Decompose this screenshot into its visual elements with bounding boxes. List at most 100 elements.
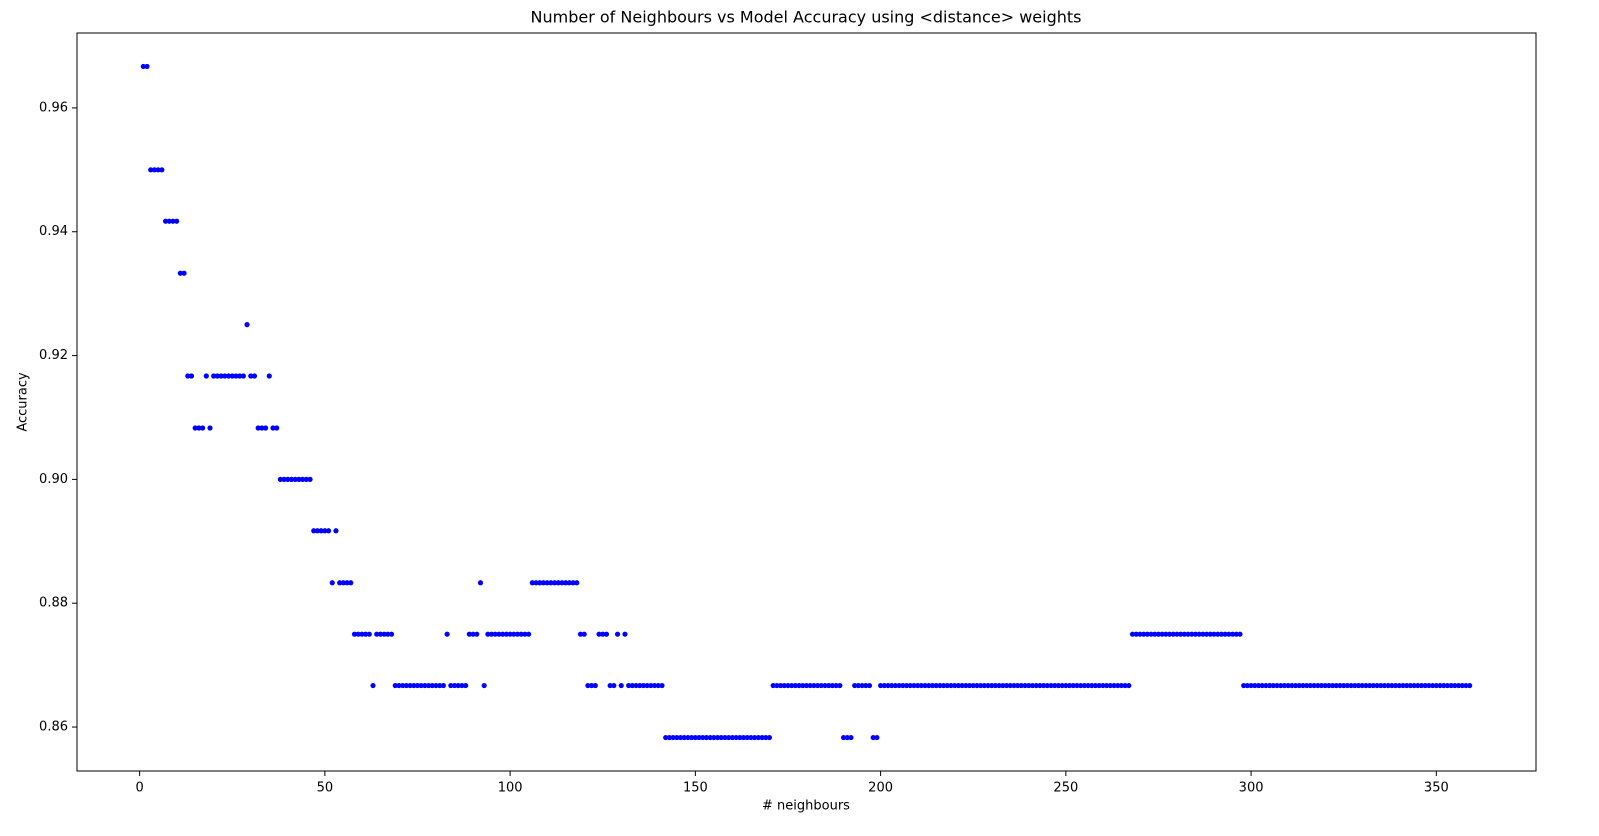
- point: [1118, 682, 1125, 689]
- point: [1148, 631, 1154, 637]
- point: [829, 682, 836, 689]
- point: [1000, 682, 1006, 689]
- point: [1296, 682, 1302, 689]
- x-tick-label: 200: [868, 781, 893, 796]
- point: [1396, 682, 1402, 689]
- point: [1367, 682, 1373, 689]
- point: [1192, 631, 1199, 637]
- point: [1252, 682, 1258, 689]
- point: [729, 734, 736, 741]
- point: [703, 734, 710, 741]
- point: [140, 63, 146, 70]
- point: [889, 682, 895, 689]
- point: [840, 734, 847, 741]
- point: [240, 373, 246, 379]
- point: [1422, 682, 1428, 689]
- point: [544, 580, 550, 586]
- point: [1441, 682, 1447, 689]
- point: [1166, 631, 1173, 637]
- point: [740, 734, 747, 741]
- point: [681, 734, 687, 741]
- point: [803, 682, 810, 689]
- point: [214, 373, 221, 379]
- point: [1381, 682, 1388, 689]
- point: [1433, 682, 1439, 689]
- point: [815, 682, 821, 689]
- point: [663, 734, 669, 741]
- point: [863, 682, 869, 689]
- point: [1459, 682, 1465, 689]
- point: [348, 580, 354, 586]
- point: [1107, 682, 1113, 689]
- point: [881, 682, 887, 689]
- point: [777, 682, 784, 689]
- point: [1274, 682, 1280, 689]
- point: [711, 734, 717, 741]
- point: [262, 425, 269, 431]
- point: [1326, 682, 1332, 689]
- point: [959, 682, 965, 689]
- plot-frame: [76, 32, 1537, 772]
- point: [418, 682, 424, 689]
- y-tick-label: 0.86: [39, 720, 68, 735]
- point: [1155, 631, 1162, 637]
- point: [144, 63, 150, 70]
- point: [1052, 682, 1058, 689]
- point: [874, 734, 880, 741]
- point: [733, 734, 739, 741]
- point: [1389, 682, 1395, 689]
- point: [148, 167, 154, 173]
- point: [744, 734, 750, 741]
- point: [162, 218, 169, 224]
- point: [244, 322, 250, 328]
- point: [1207, 631, 1213, 637]
- point: [1033, 682, 1039, 689]
- point: [529, 580, 535, 586]
- point: [266, 373, 272, 379]
- point: [674, 734, 680, 741]
- point: [411, 682, 417, 689]
- point: [1029, 682, 1036, 689]
- point: [1122, 682, 1128, 689]
- point: [1003, 682, 1010, 689]
- point: [807, 682, 813, 689]
- point: [248, 373, 254, 379]
- point: [1037, 682, 1043, 689]
- point: [1055, 682, 1062, 689]
- point: [1411, 682, 1417, 689]
- point: [1048, 682, 1054, 689]
- point: [481, 682, 487, 689]
- point: [1044, 682, 1050, 689]
- point: [1452, 682, 1458, 689]
- point: [655, 682, 661, 689]
- point: [1352, 682, 1358, 689]
- point: [1085, 682, 1091, 689]
- point: [1300, 682, 1306, 689]
- point: [1437, 682, 1443, 689]
- point: [1285, 682, 1291, 689]
- point: [1026, 682, 1032, 689]
- point: [992, 682, 999, 689]
- point: [1233, 631, 1239, 637]
- point: [363, 631, 369, 637]
- point: [1418, 682, 1425, 689]
- point: [1041, 682, 1047, 689]
- point: [237, 373, 243, 379]
- point: [385, 631, 391, 637]
- point: [1129, 631, 1136, 637]
- point: [822, 682, 828, 689]
- point: [1159, 631, 1165, 637]
- point: [537, 580, 543, 586]
- point: [185, 373, 191, 379]
- point: [726, 734, 732, 741]
- point: [915, 682, 921, 689]
- point: [1278, 682, 1284, 689]
- point: [522, 631, 528, 637]
- point: [859, 682, 865, 689]
- point: [1304, 682, 1310, 689]
- point: [718, 734, 724, 741]
- point: [1092, 682, 1099, 689]
- point: [800, 682, 806, 689]
- point: [781, 682, 787, 689]
- point: [166, 218, 172, 224]
